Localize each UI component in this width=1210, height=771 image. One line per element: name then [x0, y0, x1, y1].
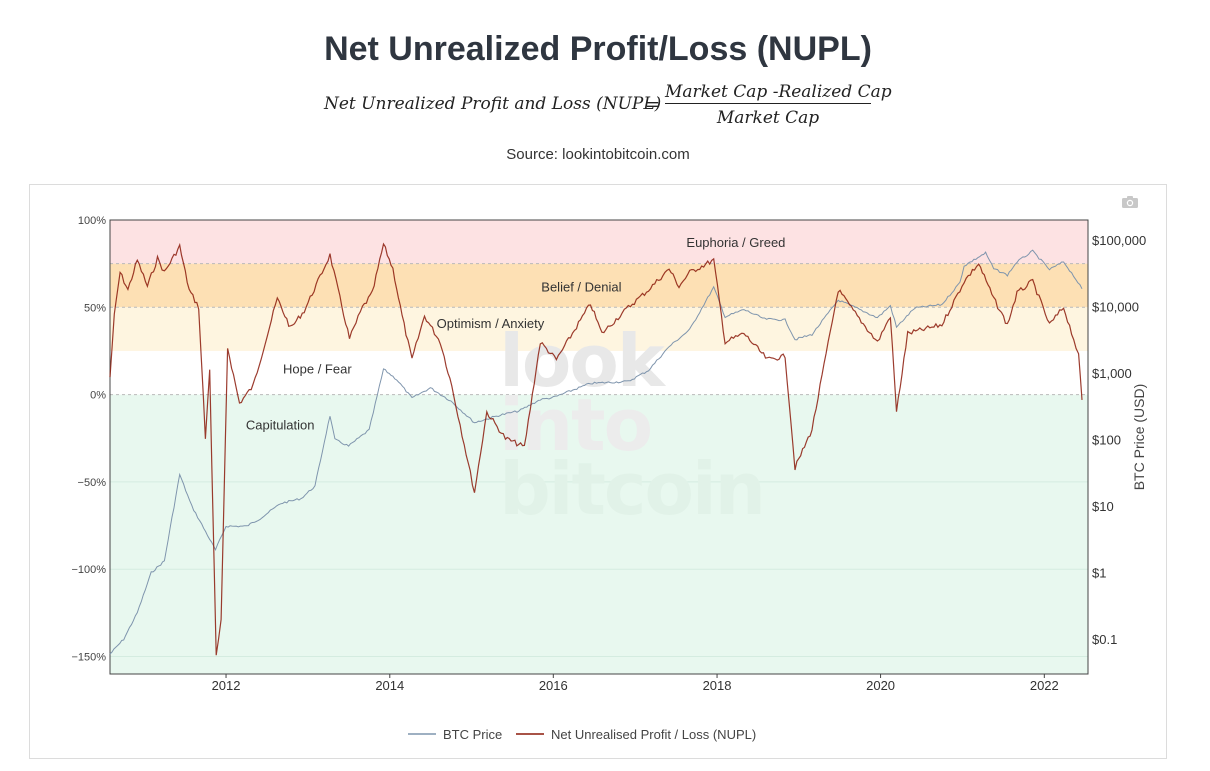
nupl-formula: Net Unrealized Profit and Loss (NUPL) = …	[320, 82, 892, 130]
nupl-line	[109, 242, 1083, 656]
y-right-axis-label: BTC Price (USD)	[1131, 384, 1147, 491]
watermark-word: bitcoin	[499, 447, 764, 531]
y-right-tick-label: $100	[1092, 433, 1121, 448]
y-left-tick-label: 100%	[78, 215, 106, 227]
zone-label: Belief / Denial	[541, 279, 621, 294]
y-left-tick-label: 50%	[84, 302, 106, 314]
watermark-word: look	[499, 319, 667, 403]
y-right-tick-label: $0.1	[1092, 632, 1117, 647]
zone-labels: Euphoria / Greed Belief / Denial Optimism …	[246, 235, 786, 432]
camera-icon[interactable]	[1121, 195, 1139, 209]
y-left-tick-label: 0%	[90, 390, 106, 402]
zone-label: Capitulation	[246, 417, 315, 432]
x-tick-label: 2018	[703, 678, 732, 693]
formula-equals: =	[645, 94, 661, 115]
x-tick-label: 2012	[212, 678, 241, 693]
y-right-tick-label: $10	[1092, 499, 1114, 514]
y-right-tick-label: $1,000	[1092, 366, 1132, 381]
zone-bands	[110, 219, 1088, 674]
y-right-tick-label: $1	[1092, 566, 1106, 581]
zone-label: Hope / Fear	[283, 361, 352, 376]
x-tick-label: 2014	[375, 678, 404, 693]
chart-source: Source: lookintobitcoin.com	[506, 146, 690, 163]
zone-label: Optimism / Anxiety	[437, 316, 545, 331]
x-tick-label: 2016	[539, 678, 568, 693]
formula-denominator: Market Cap	[716, 108, 820, 128]
chart-title: Net Unrealized Profit/Loss (NUPL)	[324, 30, 872, 68]
watermark-word: into	[499, 383, 651, 467]
y-right-tick-label: $10,000	[1092, 300, 1139, 315]
btc-price-line	[109, 249, 1083, 655]
legend-label-nupl: Net Unrealised Profit / Loss (NUPL)	[551, 727, 756, 742]
zone-band	[110, 220, 1088, 264]
zone-band	[110, 394, 1088, 674]
legend-label-btc: BTC Price	[443, 727, 502, 742]
x-axis: 2012 2014 2016 2018 2020 2022	[212, 674, 1059, 693]
watermark-logo: lookintobitcoin	[499, 319, 766, 531]
right-axis: $100,000 $10,000 $1,000 $100 $10 $1 $0.1 BTC Pr…	[1092, 233, 1147, 647]
zone-band	[110, 350, 1088, 395]
zone-band	[110, 263, 1088, 308]
y-left-tick-label: −50%	[78, 477, 107, 489]
left-axis: 100% 50% 0% −50% −100% −150%	[71, 215, 106, 664]
y-left-tick-label: −150%	[71, 652, 106, 664]
y-left-tick-label: −100%	[71, 564, 106, 576]
legend: BTC Price Net Unrealised Profit / Loss (N…	[408, 727, 756, 742]
chart-container	[29, 184, 1167, 759]
formula-numerator: Market Cap -Realized Cap	[665, 82, 892, 104]
plot-frame	[109, 219, 1089, 675]
x-tick-label: 2020	[866, 678, 895, 693]
zone-label: Euphoria / Greed	[686, 235, 785, 250]
x-tick-label: 2022	[1030, 678, 1059, 693]
formula-lhs: Net Unrealized Profit and Loss (NUPL)	[324, 94, 662, 114]
y-right-tick-label: $100,000	[1092, 233, 1146, 248]
